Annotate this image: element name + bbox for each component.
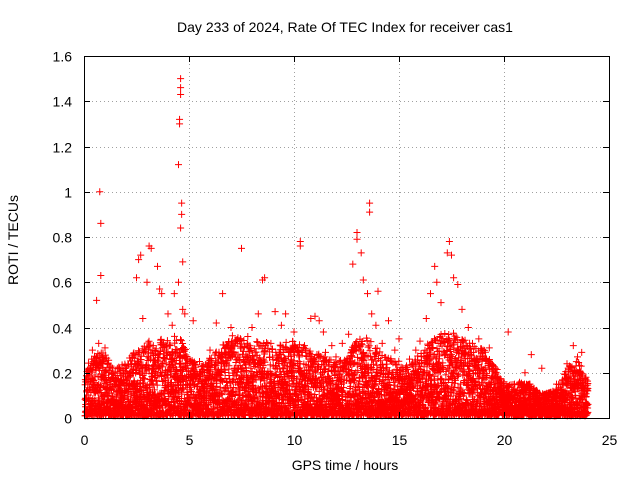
data-point — [153, 381, 161, 389]
data-point — [158, 360, 166, 368]
data-point — [166, 371, 174, 379]
data-point — [152, 376, 160, 384]
data-point — [321, 353, 329, 361]
data-point — [145, 383, 153, 391]
data-point — [146, 355, 154, 363]
data-point — [101, 351, 109, 359]
data-point — [145, 354, 153, 362]
data-point — [218, 358, 226, 366]
data-point — [163, 337, 171, 345]
data-point — [179, 340, 187, 348]
chart-title: Day 233 of 2024, Rate Of TEC Index for r… — [177, 19, 513, 35]
data-point — [139, 379, 147, 387]
data-point — [152, 345, 160, 353]
data-point — [143, 352, 151, 360]
data-point — [87, 368, 95, 376]
data-point — [142, 361, 150, 369]
data-point — [138, 386, 146, 394]
data-point — [123, 392, 131, 400]
data-point — [103, 360, 111, 368]
data-point — [395, 357, 403, 365]
data-point — [145, 343, 153, 351]
data-point — [157, 335, 165, 343]
data-point — [158, 391, 166, 399]
data-point — [124, 361, 132, 369]
data-point — [221, 368, 229, 376]
data-point — [179, 385, 187, 393]
data-markers — [81, 75, 592, 420]
data-point — [135, 347, 143, 355]
data-point — [161, 395, 169, 403]
data-point — [282, 338, 290, 346]
data-point — [177, 337, 185, 345]
data-point — [105, 356, 113, 364]
data-point — [90, 377, 98, 385]
data-point — [92, 365, 100, 373]
data-point — [221, 374, 229, 382]
grid-lines — [84, 56, 609, 418]
data-point — [111, 368, 119, 376]
data-point — [151, 347, 159, 355]
data-point — [136, 391, 144, 399]
data-point — [177, 336, 185, 344]
data-point — [169, 354, 177, 362]
data-point — [184, 362, 192, 370]
data-point — [218, 391, 226, 399]
data-point — [212, 362, 220, 370]
data-point — [131, 354, 139, 362]
data-point — [218, 354, 226, 362]
data-point — [445, 330, 453, 338]
data-point — [172, 357, 180, 365]
data-point — [146, 341, 154, 349]
data-point — [213, 382, 221, 390]
data-point — [199, 384, 207, 392]
data-point — [158, 378, 166, 386]
data-point — [178, 390, 186, 398]
data-point — [218, 376, 226, 384]
data-point — [166, 341, 174, 349]
data-point — [205, 360, 213, 368]
data-point — [154, 357, 162, 365]
data-point — [192, 363, 200, 371]
data-point — [151, 386, 159, 394]
data-point — [157, 348, 165, 356]
data-point — [171, 332, 179, 340]
